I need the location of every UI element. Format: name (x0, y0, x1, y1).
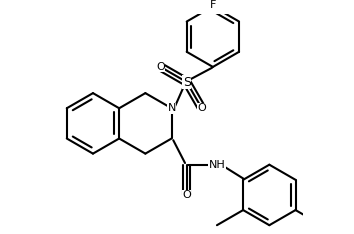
Text: O: O (156, 62, 165, 72)
Text: N: N (167, 103, 176, 113)
Text: O: O (198, 103, 206, 113)
Text: NH: NH (209, 160, 225, 170)
Text: S: S (183, 76, 191, 88)
Text: F: F (210, 0, 216, 10)
Text: O: O (182, 190, 191, 200)
